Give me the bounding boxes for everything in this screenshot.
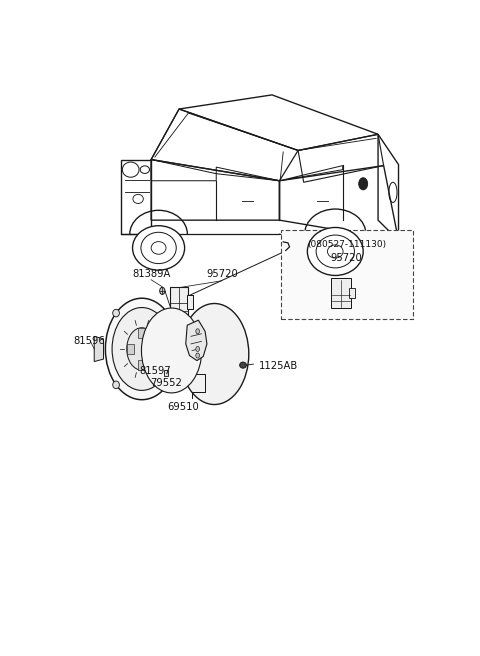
Text: 69510: 69510 [167, 402, 199, 412]
Text: 95720: 95720 [331, 253, 362, 263]
Bar [281, 230, 413, 319]
Circle shape [196, 353, 200, 358]
Ellipse shape [113, 381, 120, 388]
Ellipse shape [164, 381, 171, 388]
Circle shape [196, 346, 200, 352]
Text: 95720: 95720 [206, 269, 238, 279]
Ellipse shape [113, 309, 120, 317]
Circle shape [359, 178, 368, 190]
FancyBboxPatch shape [170, 287, 188, 319]
Text: 81597: 81597 [139, 365, 171, 376]
Ellipse shape [112, 308, 172, 390]
Circle shape [196, 329, 200, 334]
Polygon shape [186, 320, 207, 361]
Ellipse shape [106, 298, 178, 400]
Text: 79552: 79552 [150, 378, 182, 388]
Text: 1125AB: 1125AB [259, 361, 298, 371]
FancyBboxPatch shape [331, 279, 350, 308]
Bar [164, 370, 168, 376]
Bar [138, 360, 145, 370]
Ellipse shape [164, 309, 171, 317]
Bar [138, 328, 145, 338]
Bar [149, 344, 156, 354]
Ellipse shape [240, 362, 246, 368]
Circle shape [160, 287, 165, 295]
Ellipse shape [127, 328, 157, 370]
Ellipse shape [142, 308, 202, 393]
FancyBboxPatch shape [349, 288, 355, 298]
Bar [127, 344, 134, 354]
Ellipse shape [180, 304, 249, 405]
Text: 81596: 81596 [73, 337, 105, 346]
Ellipse shape [132, 226, 185, 270]
Polygon shape [94, 337, 104, 361]
Text: 81389A: 81389A [132, 269, 170, 279]
Text: (080527-111130): (080527-111130) [307, 240, 386, 249]
FancyBboxPatch shape [187, 295, 193, 309]
Ellipse shape [307, 228, 363, 276]
